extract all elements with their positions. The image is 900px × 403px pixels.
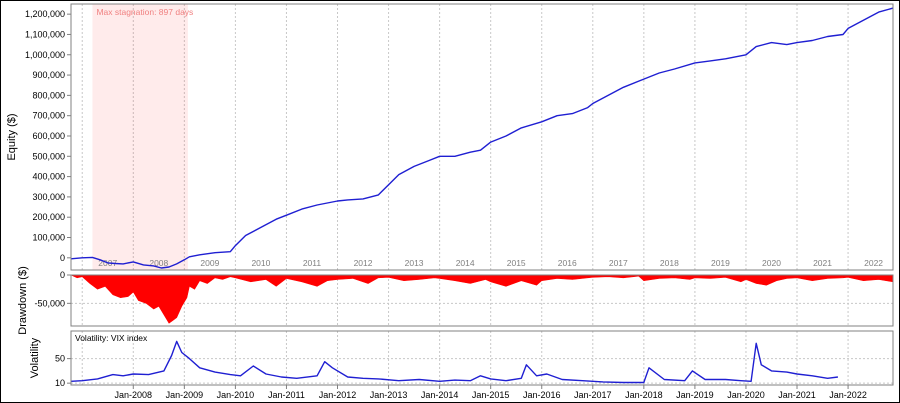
stagnation-label: Max stagnation: 897 days: [96, 7, 193, 17]
x-tick-label: Jan-2016: [523, 390, 561, 400]
year-label: 2012: [354, 258, 373, 268]
x-tick-label: Jan-2015: [472, 390, 510, 400]
volatility-y-ticks: 10 50: [55, 354, 71, 388]
x-tick-label: Jan-2020: [727, 390, 765, 400]
y-tick-label: 700,000: [32, 111, 65, 121]
drawdown-series: [70, 274, 894, 324]
x-tick-label: Jan-2011: [268, 390, 305, 400]
year-label: 2015: [507, 258, 526, 268]
x-tick-label: Jan-2014: [421, 390, 459, 400]
x-tick-label: Jan-2018: [625, 390, 663, 400]
year-label: 2019: [711, 258, 730, 268]
y-tick-label: -50,000: [34, 298, 65, 308]
year-label: 2014: [456, 258, 475, 268]
y-tick-label: 1,200,000: [25, 9, 65, 19]
vix-line: [70, 340, 838, 384]
stagnation-band: [92, 4, 188, 270]
y-tick-label: 800,000: [32, 90, 65, 100]
y-tick-label: 100,000: [32, 233, 65, 243]
year-label: 2018: [660, 258, 679, 268]
equity-panel: Max stagnation: 897 days 2007 2008 2009 201…: [6, 3, 894, 271]
year-label: 2009: [200, 258, 219, 268]
equity-year-labels: 2007 2008 2009 2010 2011 2012 2013 2014 2015 2016…: [98, 258, 883, 268]
stagnation-annotation: Max stagnation: 897 days: [92, 4, 193, 270]
y-tick-label: 50: [55, 354, 65, 364]
year-label: 2008: [149, 258, 168, 268]
drawdown-plot-frame: [70, 274, 894, 327]
x-tick-label: Jan-2021: [778, 390, 816, 400]
year-label: 2016: [558, 258, 577, 268]
y-tick-label: 400,000: [32, 172, 65, 182]
x-tick-label: Jan-2022: [829, 390, 867, 400]
year-label: 2017: [609, 258, 628, 268]
drawdown-area: [70, 274, 894, 324]
y-tick-label: 1,000,000: [25, 50, 65, 60]
x-tick-label: Jan-2017: [574, 390, 612, 400]
volatility-y-axis-label: Volatility: [29, 337, 41, 378]
x-tick-label: Jan-2012: [319, 390, 357, 400]
drawdown-y-axis-label: Drawdown ($): [17, 266, 29, 334]
x-tick-label: Jan-2010: [217, 390, 255, 400]
equity-y-ticks: 0 100,000 200,000 300,000 400,000 500,000 600,…: [25, 9, 71, 263]
y-tick-label: 900,000: [32, 70, 65, 80]
year-label: 2021: [813, 258, 832, 268]
equity-plot-frame: [70, 3, 894, 271]
volatility-gridlines: [71, 331, 893, 385]
year-label: 2013: [405, 258, 424, 268]
equity-line: [70, 7, 894, 269]
y-tick-label: 300,000: [32, 192, 65, 202]
drawdown-y-ticks: 0 -50,000: [34, 270, 71, 308]
volatility-series: [70, 340, 838, 384]
drawdown-panel: 0 -50,000 Drawdown ($): [17, 266, 894, 335]
volatility-x-ticks: Jan-2008 Jan-2009 Jan-2010 Jan-2011 Jan-2012…: [115, 385, 867, 400]
year-label: 2010: [251, 258, 270, 268]
y-tick-label: 200,000: [32, 212, 65, 222]
y-tick-label: 1,100,000: [25, 29, 65, 39]
y-tick-label: 0: [60, 253, 65, 263]
equity-y-axis-label: Equity ($): [6, 113, 18, 160]
year-label: 2011: [303, 258, 322, 268]
y-tick-label: 0: [60, 270, 65, 280]
x-tick-label: Jan-2013: [370, 390, 408, 400]
equity-series: [70, 7, 894, 269]
volatility-legend: Volatility: VIX index: [75, 333, 148, 343]
year-label: 2022: [864, 258, 883, 268]
volatility-plot-frame: [70, 330, 894, 386]
x-tick-label: Jan-2009: [166, 390, 204, 400]
x-tick-label: Jan-2019: [676, 390, 714, 400]
y-tick-label: 500,000: [32, 151, 65, 161]
y-tick-label: 600,000: [32, 131, 65, 141]
y-tick-label: 10: [55, 378, 65, 388]
year-label: 2020: [762, 258, 781, 268]
x-tick-label: Jan-2008: [115, 390, 153, 400]
equity-gridlines: [81, 4, 849, 270]
